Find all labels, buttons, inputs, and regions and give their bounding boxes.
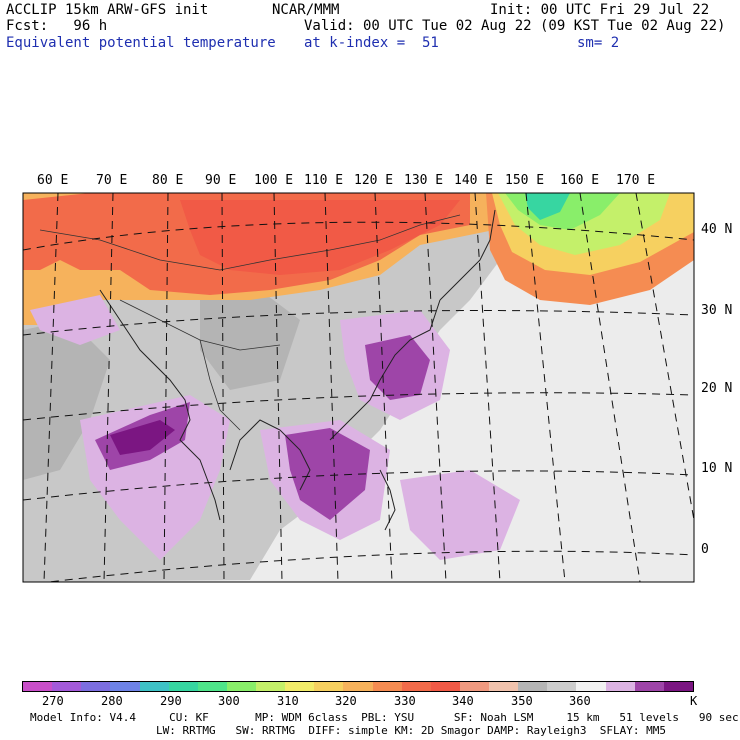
colorbar-swatch [197,682,228,691]
colorbar-label: 280 [101,694,123,708]
colorbar-swatch [372,682,403,691]
colorbar-label: 310 [277,694,299,708]
lon-label: 90 E [205,173,237,188]
lon-label: 70 E [96,173,128,188]
colorbar-swatch [81,682,111,691]
colorbar-swatch [168,682,199,691]
lat-label: 10 N [701,461,733,476]
colorbar-label: 300 [218,694,240,708]
map-frame [22,192,695,583]
init-time: Init: 00 UTC Fri 29 Jul 22 [490,2,710,18]
lon-label: 80 E [152,173,184,188]
moist-core [365,335,430,400]
colorbar-label: 320 [335,694,357,708]
warm-band [180,200,460,275]
colorbar-swatch [139,682,170,691]
moist-region [30,295,120,345]
lat-label: 20 N [701,381,733,396]
colorbar-label: 350 [511,694,533,708]
lon-label: 100 E [254,173,294,188]
coastlines [99,209,496,531]
colorbar-swatch [634,682,665,691]
colorbar-label: 290 [160,694,182,708]
lon-label: 120 E [354,173,394,188]
lon-label: 170 E [616,173,656,188]
colorbar-label: 340 [452,694,474,708]
graticule [23,193,694,582]
field-name: Equivalent potential temperature [6,35,276,51]
colorbar-swatch [401,682,432,691]
colorbar-swatch [663,682,694,691]
colorbar-swatch [459,682,490,691]
colorbar-swatch [314,682,344,691]
lat-label: 30 N [701,303,733,318]
lon-label: 60 E [37,173,69,188]
grey-patch [23,320,110,480]
colorbar-swatch [226,682,257,691]
colorbar-swatch [489,682,519,691]
level-info: at k-index = 51 [304,35,439,51]
lon-label: 150 E [505,173,545,188]
colorbar-swatch [23,682,53,691]
model-title: ACCLIP 15km ARW-GFS init [6,2,209,18]
colorbar-swatch [547,682,577,691]
lon-label: 110 E [304,173,344,188]
physics-info: LW: RRTMG SW: RRTMG DIFF: simple KM: 2D … [156,724,666,737]
borders [39,214,461,431]
colorbar-swatch [430,682,461,691]
colorbar-swatch [605,682,636,691]
forecast-hour: Fcst: 96 h [6,18,108,34]
center-name: NCAR/MMM [272,2,340,18]
colorbar-label: 270 [42,694,64,708]
smoothing-info: sm= 2 [577,35,620,51]
moist-core [110,420,175,455]
colorbar-swatch [343,682,374,691]
lon-label: 130 E [404,173,444,188]
colorbar-swatch [110,682,141,691]
colorbar-swatch [576,682,607,691]
colorbar-swatch [285,682,315,691]
lon-label: 140 E [454,173,494,188]
colorbar-label: 330 [394,694,416,708]
colorbar-swatch [52,682,82,691]
colorbar-swatch [518,682,548,691]
colorbar [22,681,694,692]
moist-core [285,428,370,520]
valid-time: Valid: 00 UTC Tue 02 Aug 22 (09 KST Tue … [304,18,726,34]
lon-label: 160 E [560,173,600,188]
pacific-cool [525,193,570,220]
colorbar-unit: K [690,694,698,708]
model-info: Model Info: V4.4 CU: KF MP: WDM 6class P… [30,711,739,724]
moist-region [400,470,520,560]
lat-label: 40 N [701,222,733,237]
lat-label: 0 [701,542,709,557]
colorbar-swatch [256,682,286,691]
colorbar-label: 360 [569,694,591,708]
